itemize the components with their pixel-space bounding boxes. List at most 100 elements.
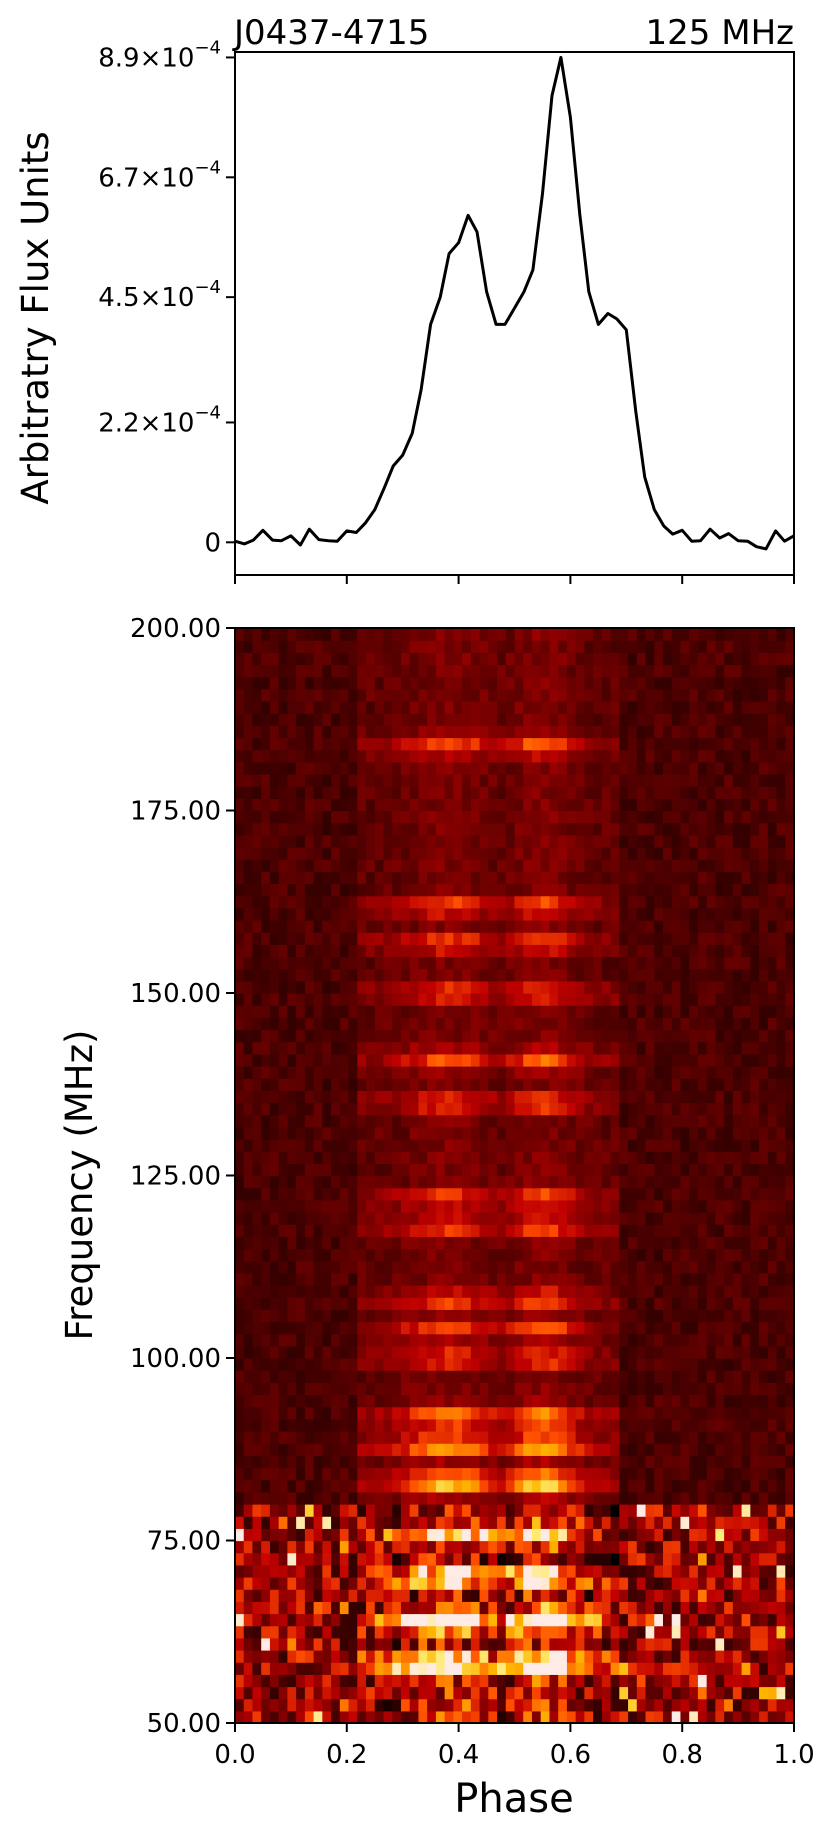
heatmap-cell bbox=[339, 1467, 350, 1481]
heatmap-cell bbox=[776, 1625, 786, 1639]
heatmap-cell bbox=[654, 1516, 664, 1529]
heatmap-cell bbox=[479, 1528, 489, 1542]
heatmap-cell bbox=[269, 993, 280, 1006]
heatmap-cell bbox=[575, 1090, 585, 1104]
heatmap-cell bbox=[462, 1577, 472, 1590]
heatmap-cell bbox=[689, 1455, 699, 1469]
heatmap-cell bbox=[427, 1674, 437, 1688]
heatmap-cell bbox=[785, 1236, 795, 1250]
heatmap-cell bbox=[269, 1418, 280, 1432]
heatmap-cell bbox=[584, 1163, 594, 1177]
heatmap-cell bbox=[488, 1358, 498, 1371]
heatmap-cell bbox=[243, 871, 254, 885]
heatmap-cell bbox=[523, 883, 533, 897]
heatmap-cell bbox=[479, 1041, 489, 1055]
heatmap-cell bbox=[767, 1431, 778, 1444]
heatmap-cell bbox=[750, 1321, 760, 1335]
heatmap-cell bbox=[418, 1625, 428, 1639]
heatmap-cell bbox=[462, 980, 472, 994]
heatmap-cell bbox=[558, 1260, 568, 1274]
heatmap-cell bbox=[296, 1139, 306, 1152]
heatmap-cell bbox=[278, 1017, 288, 1031]
heatmap-cell bbox=[514, 871, 524, 885]
heatmap-cell bbox=[252, 1589, 262, 1602]
heatmap-cell bbox=[662, 1589, 673, 1602]
heatmap-cell bbox=[680, 1248, 690, 1262]
heatmap-cell bbox=[427, 1248, 437, 1262]
heatmap-cell bbox=[601, 993, 612, 1006]
heatmap-cell bbox=[418, 1297, 428, 1310]
heatmap-cell bbox=[331, 1455, 341, 1469]
heatmap-cell bbox=[601, 1686, 612, 1700]
heatmap-cell bbox=[523, 1564, 533, 1578]
heatmap-cell bbox=[497, 1126, 507, 1140]
heatmap-cell bbox=[776, 1528, 786, 1542]
heatmap-cell bbox=[619, 1212, 629, 1225]
heatmap-cell bbox=[331, 1370, 341, 1383]
heatmap-cell bbox=[409, 1321, 420, 1335]
heatmap-cell bbox=[575, 1662, 585, 1675]
heatmap-cell bbox=[584, 1625, 594, 1639]
heatmap-cell bbox=[287, 834, 297, 848]
heatmap-cell bbox=[435, 810, 446, 824]
heatmap-cell bbox=[549, 1005, 559, 1018]
heatmap-cell bbox=[462, 944, 472, 958]
heatmap-cell bbox=[558, 1090, 568, 1104]
heatmap-cell bbox=[654, 1370, 664, 1383]
heatmap-cell bbox=[470, 1163, 481, 1177]
heatmap-cell bbox=[470, 907, 481, 921]
heatmap-cell bbox=[235, 1528, 245, 1542]
heatmap-cell bbox=[776, 1333, 786, 1347]
heatmap-cell bbox=[680, 786, 690, 799]
heatmap-cell bbox=[505, 1126, 516, 1140]
heatmap-cell bbox=[400, 1698, 411, 1712]
heatmap-cell bbox=[427, 1698, 437, 1712]
heatmap-cell bbox=[558, 810, 568, 824]
heatmap-cell bbox=[776, 1552, 786, 1566]
heatmap-cell bbox=[269, 1406, 280, 1420]
heatmap-cell bbox=[400, 1041, 411, 1055]
heatmap-cell bbox=[313, 1662, 323, 1675]
heatmap-cell bbox=[435, 1698, 446, 1712]
heatmap-cell bbox=[601, 1418, 612, 1432]
heatmap-cell bbox=[488, 920, 498, 933]
heatmap-cell bbox=[549, 1674, 559, 1688]
heatmap-cell bbox=[409, 980, 420, 994]
heatmap-cell bbox=[514, 1212, 524, 1225]
heatmap-cell bbox=[296, 1418, 306, 1432]
heatmap-cell bbox=[243, 1431, 254, 1444]
heatmap-cell bbox=[383, 1175, 393, 1189]
heatmap-cell bbox=[470, 1139, 481, 1152]
heatmap-cell bbox=[741, 1126, 751, 1140]
heatmap-cell bbox=[531, 1199, 542, 1213]
heatmap-cell bbox=[575, 932, 585, 945]
heatmap-cell bbox=[540, 1540, 551, 1554]
heatmap-cell bbox=[488, 1394, 498, 1408]
heatmap-cell bbox=[619, 1260, 629, 1274]
heatmap-cell bbox=[366, 907, 376, 921]
heatmap-cell bbox=[339, 1029, 350, 1043]
heatmap-cell bbox=[313, 1540, 323, 1554]
heatmap-cell bbox=[697, 1710, 708, 1724]
heatmap-cell bbox=[383, 907, 393, 921]
heatmap-cell bbox=[628, 932, 638, 945]
heatmap-cell bbox=[409, 895, 420, 909]
heatmap-cell bbox=[558, 1029, 568, 1043]
heatmap-cell bbox=[593, 1212, 603, 1225]
heatmap-cell bbox=[261, 1345, 271, 1359]
heatmap-cell bbox=[418, 1406, 428, 1420]
heatmap-cell bbox=[558, 1151, 568, 1164]
heatmap-cell bbox=[444, 1528, 454, 1542]
heatmap-cell bbox=[601, 1321, 612, 1335]
heatmap-cell bbox=[601, 859, 612, 872]
heatmap-cell bbox=[575, 1163, 585, 1177]
heatmap-cell bbox=[750, 786, 760, 799]
heatmap-cell bbox=[261, 1139, 271, 1152]
heatmap-cell bbox=[348, 834, 358, 848]
heatmap-cell bbox=[235, 1163, 245, 1177]
heatmap-cell bbox=[566, 1078, 577, 1091]
heatmap-cell bbox=[584, 786, 594, 799]
heatmap-cell bbox=[540, 1114, 551, 1128]
heatmap-cell bbox=[374, 1479, 385, 1493]
heatmap-cell bbox=[558, 1187, 568, 1201]
